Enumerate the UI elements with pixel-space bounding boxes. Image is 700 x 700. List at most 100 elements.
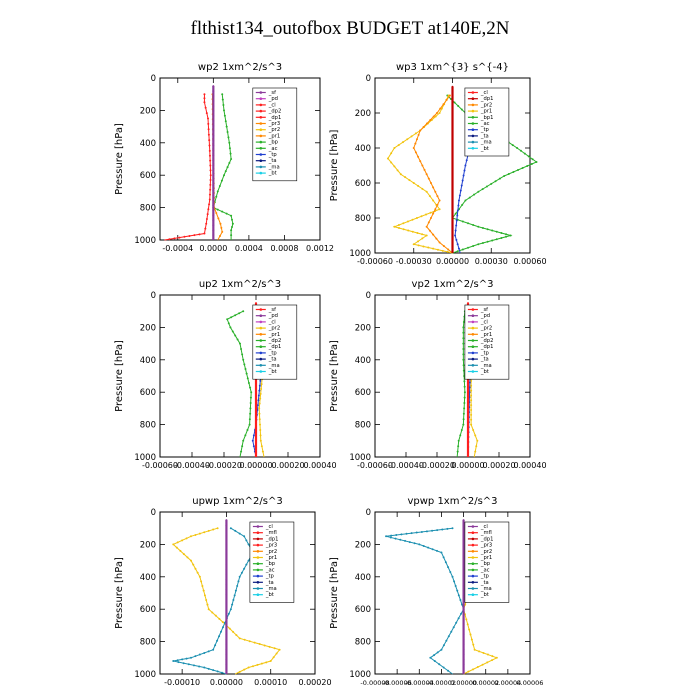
series-point	[203, 594, 206, 597]
series-point	[198, 532, 201, 535]
legend-entry: _bp	[480, 561, 491, 567]
series-point	[476, 666, 479, 669]
legend-entry: _cl	[268, 319, 276, 325]
series-point	[209, 159, 212, 162]
series-point	[415, 217, 418, 219]
series-point	[259, 397, 262, 400]
series-point	[221, 230, 224, 233]
series-point	[477, 243, 480, 246]
legend-entry: _dp2	[268, 338, 281, 344]
y-tick-label: 800	[355, 421, 371, 431]
series-point	[178, 236, 181, 239]
legend-marker	[471, 587, 475, 590]
series-point	[425, 530, 428, 533]
series-point	[173, 237, 176, 240]
series-point	[462, 653, 465, 656]
legend-marker	[259, 159, 263, 162]
series-point	[447, 669, 450, 672]
y-tick-label: 1000	[134, 670, 156, 680]
y-tick-label: 800	[355, 638, 371, 648]
series-point	[212, 229, 215, 232]
series-point	[447, 248, 450, 251]
series-point	[255, 386, 257, 389]
series-point	[457, 439, 460, 442]
y-axis-label: Pressure [hPa]	[114, 123, 125, 195]
series-point	[425, 213, 428, 216]
legend-entry: _dp1	[480, 344, 493, 350]
series-point	[467, 386, 469, 389]
series-point	[203, 651, 206, 654]
series-point	[494, 180, 497, 183]
series-point	[232, 630, 235, 633]
legend-entry: _ta	[265, 580, 274, 586]
series-line	[212, 94, 234, 240]
series-point	[462, 543, 465, 546]
series-point	[249, 396, 252, 399]
legend-entry: _ac	[268, 146, 278, 152]
series-point	[456, 209, 459, 212]
series-point	[212, 139, 215, 142]
legend-entry: _bt	[480, 146, 489, 152]
series-point	[436, 248, 439, 251]
series-point	[462, 603, 465, 606]
legend-entry: _ac	[265, 567, 275, 573]
series-point	[446, 250, 449, 253]
series-point	[207, 133, 210, 136]
series-point	[225, 212, 228, 215]
series-point	[463, 380, 466, 383]
x-tick-label: 0.00020	[482, 461, 515, 470]
series-point	[226, 131, 229, 133]
series-point	[211, 611, 214, 614]
series-point	[250, 391, 253, 394]
series-point	[470, 404, 473, 407]
series-point	[445, 639, 448, 642]
series-point	[216, 639, 219, 642]
series-point	[451, 527, 454, 530]
x-tick-label: 0.00060	[513, 257, 546, 266]
series-point	[208, 203, 211, 206]
series-point	[422, 126, 425, 128]
series-point	[230, 158, 233, 160]
series-point	[477, 190, 480, 193]
series-point	[208, 154, 211, 157]
y-axis-label: Pressure [hPa]	[329, 340, 340, 412]
series-point	[462, 348, 465, 350]
series-point	[457, 204, 460, 207]
series-point	[248, 640, 251, 643]
series-point	[427, 177, 430, 180]
series-point	[397, 144, 400, 147]
chart-title: vpwp 1xm^2/s^3	[407, 496, 497, 507]
x-tick-label: 0.00000	[210, 678, 243, 687]
series-point	[462, 326, 465, 329]
series-point	[429, 656, 432, 659]
legend-entry: _sf	[268, 307, 276, 313]
legend-marker	[471, 550, 475, 553]
legend-entry: _ma	[268, 363, 280, 369]
legend-entry: _pr1	[480, 109, 492, 115]
series-point	[261, 450, 264, 453]
series-point	[412, 182, 415, 184]
series-point	[230, 234, 233, 237]
series-point	[212, 648, 215, 651]
series-point	[432, 212, 435, 215]
series-point	[467, 451, 469, 454]
series-point	[477, 225, 480, 228]
series-point	[455, 224, 458, 227]
series-point	[462, 628, 465, 631]
legend-entry: _bt	[265, 592, 274, 598]
legend-entry: _ac	[480, 121, 490, 127]
legend-marker	[259, 364, 263, 367]
series-point	[491, 655, 494, 658]
series-point	[203, 531, 206, 534]
series-point	[397, 227, 400, 229]
legend-marker	[471, 122, 475, 125]
y-tick-label: 400	[355, 144, 371, 154]
legend-marker	[259, 314, 263, 317]
series-point	[470, 379, 473, 382]
legend-entry: _dp1	[268, 344, 281, 350]
series-point	[260, 383, 263, 386]
series-point	[461, 203, 464, 206]
series-point	[212, 154, 215, 157]
series-point	[462, 548, 465, 551]
x-tick-label: -0.00004	[405, 679, 434, 687]
